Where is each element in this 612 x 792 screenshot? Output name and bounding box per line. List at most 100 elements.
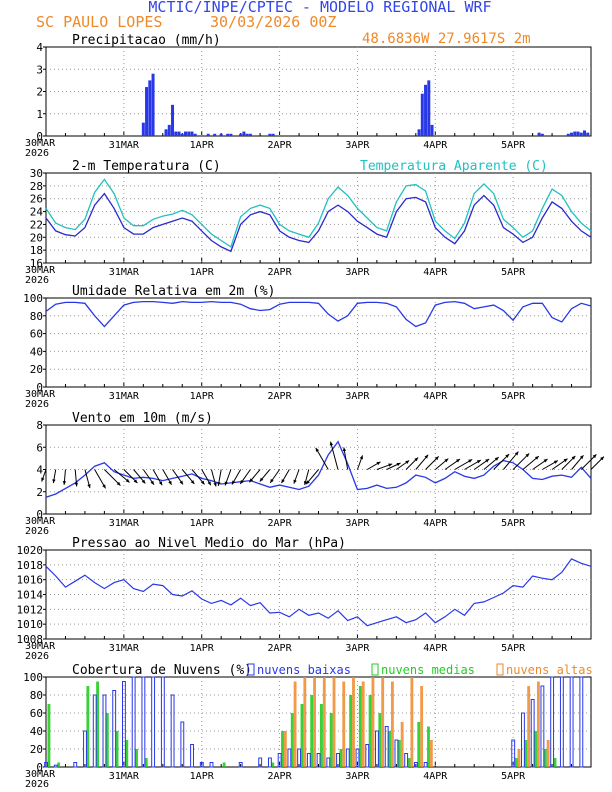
- mid-cloud-bar: [135, 749, 138, 767]
- mid-cloud-bar: [290, 713, 294, 767]
- x-day-label: 5APR: [501, 267, 526, 278]
- low-cloud-bar: [258, 757, 263, 768]
- wind-arrow-head: [303, 481, 308, 485]
- legend-label: nuvens altas: [506, 663, 593, 677]
- low-cloud-bar: [511, 739, 516, 768]
- precip-bar: [245, 133, 249, 136]
- panel-clouds: 0 20 40 60 80 100 31MAR 1APR 2APR 3APR 4APR 5APR 30M…: [23, 663, 593, 790]
- precip-bar: [417, 129, 421, 136]
- mid-cloud-bar: [222, 762, 226, 767]
- mid-cloud-bar: [553, 758, 557, 767]
- high-cloud-bar: [332, 677, 336, 767]
- wind-arrow-head: [571, 455, 576, 460]
- wind-arrow-head: [52, 479, 56, 484]
- low-cloud-bar: [297, 748, 302, 768]
- precip-bar: [190, 131, 194, 136]
- low-cloud-bar: [540, 685, 545, 768]
- wind-arrow: [330, 441, 339, 470]
- y-tick-label: 24: [30, 206, 44, 219]
- precip-bar: [213, 133, 217, 136]
- y-tick-label: 1018: [17, 559, 44, 572]
- precip-bar: [187, 131, 191, 136]
- low-cloud-bar: [190, 744, 194, 768]
- low-cloud-bar: [44, 762, 48, 768]
- header-location: SC PAULO LOPES: [36, 13, 162, 31]
- high-cloud-bar: [293, 681, 297, 767]
- y-tick-label: 100: [23, 671, 43, 684]
- x-day-label: 1APR: [190, 391, 215, 402]
- mid-cloud-bar: [281, 731, 284, 767]
- pressure-line: [45, 558, 592, 627]
- x-day-label: 5APR: [501, 391, 526, 402]
- wind-arrow-head: [592, 454, 597, 459]
- precip-bar: [570, 132, 574, 136]
- wind-arrow-head: [232, 480, 236, 485]
- low-cloud-bar: [151, 676, 156, 768]
- mid-cloud-bar: [368, 695, 372, 767]
- y-tick-label: 0: [36, 761, 43, 774]
- y-tick-label: 1016: [17, 574, 44, 587]
- precip-bar: [427, 80, 431, 136]
- x-year-label: 2026: [25, 399, 49, 410]
- low-cloud-bar: [404, 753, 409, 768]
- panel-title: Umidade Relativa em 2m (%): [72, 284, 276, 299]
- y-tick-label: 60: [30, 707, 43, 720]
- wind-arrow-head: [405, 460, 410, 464]
- x-day-label: 2APR: [268, 140, 293, 151]
- mid-cloud-bar: [144, 758, 148, 767]
- x-day-label: 31MAR: [109, 771, 140, 782]
- precip-bar: [430, 124, 434, 136]
- precip-bar: [566, 133, 570, 136]
- low-cloud-bar: [121, 681, 126, 768]
- mid-cloud-bar: [320, 704, 323, 767]
- wind-arrow-head: [468, 459, 473, 463]
- wind-arrow: [104, 469, 121, 486]
- wind-arrow-head: [579, 455, 584, 460]
- wind-arrow-head: [224, 481, 228, 486]
- precip-bar: [537, 132, 541, 136]
- y-tick-label: 26: [30, 193, 43, 206]
- wind-arrow-head: [329, 441, 334, 446]
- legend-swatch: [496, 663, 504, 676]
- mid-cloud-bar: [339, 749, 343, 767]
- x-day-label: 4APR: [423, 140, 448, 151]
- y-tick-label: 16: [30, 257, 43, 270]
- wind-arrow: [503, 451, 519, 470]
- x-day-label: 2APR: [268, 518, 293, 529]
- precip-bar: [248, 133, 252, 136]
- wind-arrow-head: [125, 478, 130, 483]
- mid-cloud-bar: [417, 722, 421, 767]
- precip-bar: [583, 130, 587, 136]
- x-day-label: 1APR: [190, 140, 215, 151]
- high-cloud-bar: [400, 722, 404, 767]
- wind-arrow-head: [505, 454, 510, 458]
- x-day-label: 31MAR: [109, 267, 140, 278]
- precip-bar: [193, 133, 197, 136]
- low-cloud-bar: [92, 694, 97, 768]
- wind-arrow-head: [190, 480, 195, 484]
- y-tick-label: 1: [36, 108, 43, 121]
- mid-cloud-bar: [349, 695, 353, 767]
- low-cloud-bar: [413, 762, 418, 768]
- precip-bar: [177, 131, 181, 136]
- x-start-label: 30MAR: [25, 516, 56, 527]
- wind-arrow-head: [306, 480, 310, 485]
- x-day-label: 31MAR: [109, 391, 140, 402]
- low-cloud-bar: [199, 762, 204, 768]
- precip-bar: [424, 84, 428, 136]
- low-cloud-bar: [336, 753, 340, 768]
- wind-arrow-head: [240, 479, 244, 484]
- low-cloud-bar: [521, 712, 525, 768]
- y-tick-label: 2: [36, 86, 43, 99]
- panel-humidity: 0 20 40 60 80 100 31MAR 1APR 2APR 3APR 4APR 5APR 30M…: [23, 284, 592, 410]
- wind-arrow-head: [217, 482, 221, 486]
- y-tick-label: 0: [36, 381, 43, 394]
- mid-cloud-bar: [105, 713, 109, 767]
- y-tick-label: 60: [30, 328, 43, 341]
- high-cloud-bar: [371, 677, 375, 767]
- legend-swatch: [371, 663, 379, 676]
- precip-bar: [183, 131, 187, 136]
- mid-cloud-bar: [57, 762, 61, 767]
- precip-bar: [579, 132, 583, 136]
- y-tick-label: 40: [30, 725, 43, 738]
